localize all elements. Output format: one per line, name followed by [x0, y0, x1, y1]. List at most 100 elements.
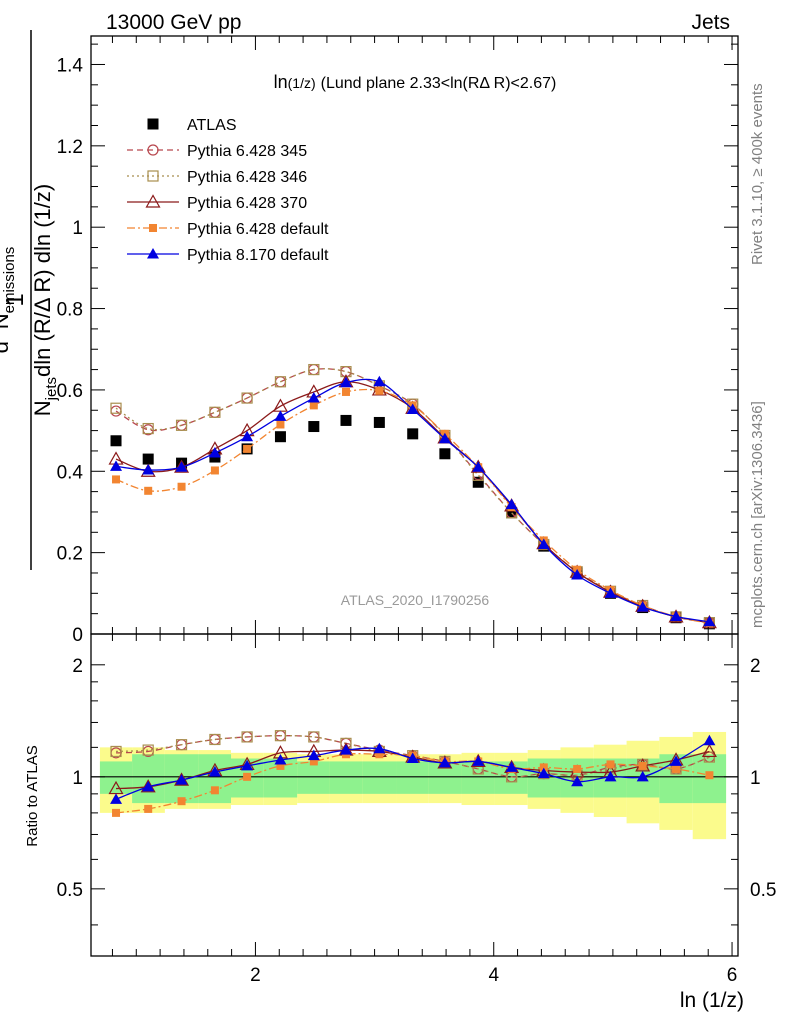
xtick-label: 2	[250, 965, 261, 986]
main-ytick-label: 0.2	[57, 544, 83, 565]
data-point-atlas	[506, 507, 518, 519]
ratio-point-p6def	[672, 764, 681, 773]
ylabel-d: d	[0, 341, 13, 353]
data-point-p8def	[406, 403, 419, 414]
legend-label-p346: Pythia 6.428 346	[187, 169, 307, 186]
legend-marker-atlas	[147, 118, 159, 130]
ratio-band-inner	[198, 754, 232, 804]
ratio-band-inner	[396, 761, 429, 794]
data-point-p8def	[505, 498, 518, 510]
data-point-p345	[209, 406, 221, 418]
ylabel-den-rest: dln (R/Δ R) dln (1/z)	[30, 184, 55, 377]
data-point-atlas	[373, 416, 385, 428]
data-point-p8def	[703, 615, 716, 627]
data-point-p8def	[604, 587, 617, 598]
ratio-point-p8def	[175, 774, 188, 785]
ratio-point-p346	[308, 731, 320, 743]
data-point-p8def	[571, 569, 584, 580]
ratio-ytick-label-right: 1	[750, 768, 761, 789]
data-point-p8def	[373, 375, 386, 387]
ratio-point-p8def	[537, 767, 550, 779]
ylabel-numerator: d2 Nemissions	[0, 247, 18, 354]
data-point-p6def	[375, 386, 384, 395]
data-point-p6def	[177, 482, 186, 491]
ratio-point-p8def	[472, 755, 485, 766]
legend: ATLAS Pythia 6.428 345 Pythia 6.428 346 Pyt…	[127, 117, 329, 264]
legend-label-p345: Pythia 6.428 345	[187, 143, 307, 160]
ratio-point-p8def	[670, 755, 683, 766]
data-point-atlas	[308, 421, 320, 433]
ratio-point-p6def	[177, 797, 186, 806]
ratio-point-p8def	[571, 775, 584, 787]
ratio-ytick-label: 1	[72, 768, 83, 789]
main-ytick-label: 1.2	[57, 137, 83, 158]
data-point-p6def	[112, 475, 121, 484]
data-point-p346	[241, 392, 253, 404]
legend-marker-p6def	[149, 224, 157, 232]
data-point-atlas	[274, 431, 286, 443]
plot-title-prefix: ln	[274, 72, 288, 92]
data-point-p346	[274, 376, 287, 388]
ratio-point-p6def	[112, 808, 121, 817]
ylabel-N: N	[0, 313, 13, 329]
ratio-line-p346	[115, 735, 710, 778]
ratio-band-inner	[329, 761, 363, 794]
ratio-panel: 0.5 0.5 1 1 2 2 2 4 6	[57, 633, 776, 986]
ratio-point-p346	[175, 739, 188, 751]
ratio-point-p6def	[606, 760, 615, 769]
ratio-point-p8def	[438, 756, 451, 768]
data-point-atlas	[407, 428, 419, 440]
data-point-atlas	[472, 476, 484, 488]
ratio-ytick-label: 2	[72, 656, 83, 677]
ratio-point-p8def	[241, 759, 254, 771]
data-point-p6def	[243, 444, 252, 453]
ratio-point-p6def	[705, 771, 714, 780]
ratio-point-p8def	[208, 766, 221, 777]
ratio-point-p346	[142, 744, 154, 756]
legend-marker-p370	[145, 194, 161, 208]
ratio-point-p6def	[243, 772, 252, 781]
data-point-p8def	[307, 392, 320, 403]
xtick-label: 4	[488, 965, 499, 986]
xtick-label: 6	[727, 965, 738, 986]
ratio-point-p8def	[373, 742, 386, 754]
ratio-point-p8def	[142, 780, 155, 792]
data-point-p346	[142, 422, 154, 435]
data-point-p6def	[144, 486, 153, 495]
main-panel: 0 0.2 0.4 0.6 0.8 1 1.2 1.4	[57, 35, 739, 646]
xlabel: ln (1/z)	[680, 989, 744, 1012]
legend-label-atlas: ATLAS	[187, 117, 237, 134]
data-point-p6def	[276, 420, 285, 429]
data-point-p8def	[241, 430, 254, 442]
legend-label-p8def: Pythia 8.170 default	[187, 247, 329, 264]
plot-title: ln(1/z) (Lund plane 2.33<ln(RΔ R)<2.67)	[274, 72, 557, 92]
data-point-p346	[209, 406, 221, 418]
data-point-p346	[308, 363, 320, 376]
data-point-p6def	[341, 387, 350, 396]
ratio-point-p8def	[339, 744, 352, 755]
main-ytick-label: 0.4	[57, 462, 84, 483]
legend-marker-p8def	[147, 248, 159, 259]
ratio-ytick-label-right: 0.5	[750, 880, 776, 901]
ratio-point-p6def	[276, 761, 285, 770]
ratio-point-p346	[209, 733, 221, 746]
data-point-p8def	[537, 538, 550, 550]
analysis-watermark: ATLAS_2020_I1790256	[341, 592, 490, 608]
main-ytick-label: 1.4	[57, 55, 84, 76]
main-ytick-label: 0.8	[57, 300, 83, 321]
data-point-p8def	[636, 601, 649, 612]
data-point-atlas	[340, 414, 352, 426]
ratio-point-p8def	[703, 734, 716, 746]
ratio-band-inner	[132, 754, 165, 804]
series-line-p6def	[115, 388, 710, 625]
ylabel-sup: 2	[0, 333, 3, 341]
ratio-point-p370	[701, 743, 717, 758]
legend-marker-p345	[147, 144, 159, 156]
ratio-ytick-label: 0.5	[57, 880, 83, 901]
ratio-point-p8def	[110, 793, 123, 804]
main-ylabel: 1 d2 Nemissions Njetsdln (R/Δ R) dln (1/z…	[0, 30, 60, 570]
ylabel-emissions: emissions	[1, 247, 18, 314]
data-point-p8def	[208, 446, 221, 458]
ratio-point-p8def	[406, 752, 419, 764]
